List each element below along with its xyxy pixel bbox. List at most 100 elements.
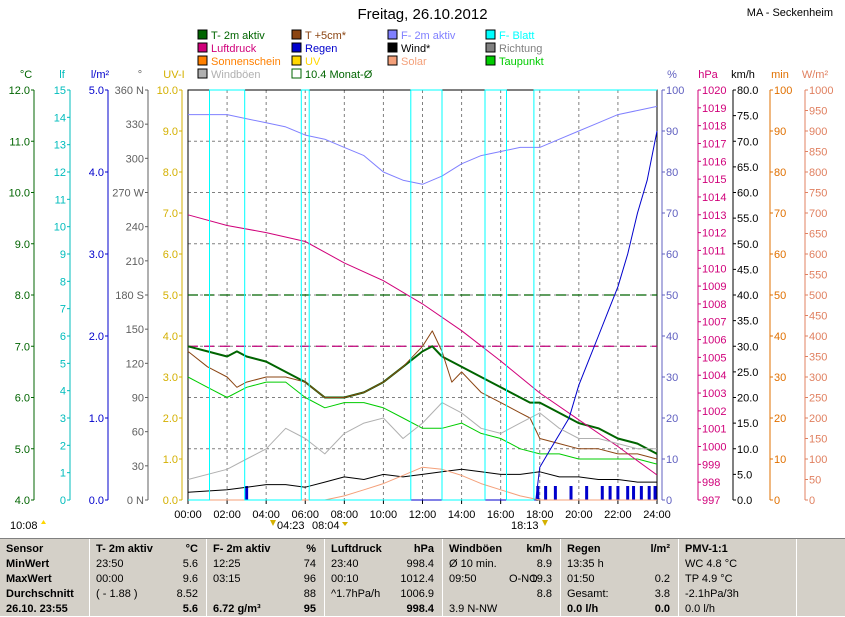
legend-swatch <box>291 55 302 66</box>
series-line <box>188 130 658 501</box>
solar-tick-label: 900 <box>809 126 827 138</box>
wind-unit-label: km/h <box>731 69 755 81</box>
solar-tick-label: 800 <box>809 167 827 179</box>
press-tick-label: 1007 <box>702 317 726 329</box>
x-tick-label: 04:00 <box>252 509 280 521</box>
rain-duration: 13:35 h <box>567 558 604 570</box>
gust-max-time: 09:50 <box>449 573 477 585</box>
wind-tick-label: 40.0 <box>737 290 758 302</box>
min-tick-label: 0 <box>774 495 780 507</box>
min-tick-label: 40 <box>774 331 786 343</box>
chart-canvas: 12.011.010.09.08.07.06.05.04.0°C15141312… <box>9 29 833 532</box>
leaf-tick-label: 9 <box>60 249 66 261</box>
legend-swatch <box>197 42 208 53</box>
uv-tick-label: 8.0 <box>163 167 178 179</box>
press-tick-label: 1019 <box>702 103 726 115</box>
uv-unit-label: UV-I <box>163 69 184 81</box>
gust-max-dir: O-NO <box>509 573 538 585</box>
uv-tick-label: 10.0 <box>157 85 178 97</box>
rain-rate: 0.0 l/h <box>567 603 599 615</box>
leaf-tick-label: 4 <box>60 386 66 398</box>
solar-tick-label: 500 <box>809 290 827 302</box>
solar-tick-label: 550 <box>809 270 827 282</box>
legend-label: Solar <box>401 56 427 68</box>
solar-tick-label: 450 <box>809 311 827 323</box>
solar-tick-label: 350 <box>809 352 827 364</box>
solar-tick-label: 150 <box>809 434 827 446</box>
x-tick-label: 02:00 <box>213 509 241 521</box>
solar-tick-label: 300 <box>809 372 827 384</box>
wind-tick-label: 65.0 <box>737 162 758 174</box>
legend-swatch <box>485 42 496 53</box>
leaf-tick-label: 12 <box>54 167 66 179</box>
solar-tick-label: 250 <box>809 393 827 405</box>
legend-swatch <box>387 42 398 53</box>
press-tick-label: 1003 <box>702 388 726 400</box>
temp-tick-label: 10.0 <box>9 188 30 200</box>
sunrise-icon <box>270 520 276 526</box>
temp-avg: 8.52 <box>176 588 198 600</box>
uv-tick-label: 1.0 <box>163 454 178 466</box>
leaf-tick-label: 10 <box>54 222 66 234</box>
press-tick-label: 999 <box>702 459 720 471</box>
series-line <box>187 402 657 480</box>
pmv-rain: 0.0 l/h <box>685 603 715 615</box>
press-tick-label: 998 <box>702 477 720 489</box>
series-line <box>187 345 658 455</box>
humidity-current: 95 <box>303 603 316 615</box>
legend-swatch <box>485 29 496 40</box>
gust-avg-label: Ø 10 min. <box>449 558 497 570</box>
legend-label: 10.4 Monat-Ø <box>305 69 373 81</box>
leaf-tick-label: 13 <box>54 140 66 152</box>
summary-table: Sensor MinWert MaxWert Durchschnitt 26.1… <box>0 538 845 616</box>
press-tick-label: 1017 <box>702 138 726 150</box>
series-line <box>187 214 658 476</box>
press-tick-label: 1018 <box>702 121 726 133</box>
sensor-header: Sensor <box>6 543 44 555</box>
min-tick-label: 60 <box>774 249 786 261</box>
temp-trend: ( - 1.88 ) <box>96 588 138 600</box>
temp-tick-label: 12.0 <box>9 85 30 97</box>
press-tick-label: 1013 <box>702 210 726 222</box>
pressure-header: Luftdruck <box>331 543 382 555</box>
legend-swatch <box>291 42 302 53</box>
hum-tick-label: 50 <box>666 290 678 302</box>
table-filler <box>797 539 845 616</box>
x-tick-label: 24:00 <box>643 509 671 521</box>
rain-tick-label: 1.0 <box>89 413 104 425</box>
wind-tick-label: 15.0 <box>737 418 758 430</box>
pressure-max: 1012.4 <box>400 573 434 585</box>
pmv-column: PMV-1:1 WC 4.8 °C TP 4.9 °C -2.1hPa/3h 0… <box>679 539 797 616</box>
press-tick-label: 1015 <box>702 174 726 186</box>
legend-label: Windböen <box>211 69 261 81</box>
press-tick-label: 1008 <box>702 299 726 311</box>
temp-tick-label: 8.0 <box>15 290 30 302</box>
legend-label: UV <box>305 56 321 68</box>
legend-label: Richtung <box>499 43 542 55</box>
press-tick-label: 1020 <box>702 85 726 97</box>
x-tick-label: 06:00 <box>291 509 319 521</box>
temp-tick-label: 11.0 <box>9 136 30 148</box>
pressure-current: 998.4 <box>406 603 434 615</box>
dir-tick-label: 0 N <box>127 495 144 507</box>
dir-tick-label: 210 <box>126 256 144 268</box>
legend-swatch <box>197 55 208 66</box>
humidity-header: F- 2m aktiv <box>213 543 271 555</box>
press-tick-label: 997 <box>702 495 720 507</box>
uv-tick-label: 0.0 <box>163 495 178 507</box>
humidity-min-time: 12:25 <box>213 558 241 570</box>
press-tick-label: 1005 <box>702 352 726 364</box>
rain-unit: l/m² <box>650 543 670 555</box>
current-label: 26.10. 23:55 <box>6 603 68 615</box>
press-tick-label: 1000 <box>702 442 726 454</box>
station-name: MA - Seckenheim <box>746 7 833 19</box>
dir-tick-label: 60 <box>132 427 144 439</box>
pressure-column: Luftdruck hPa 23:40 998.4 00:10 1012.4 ^1.7… <box>325 539 443 616</box>
legend-swatch <box>291 29 302 40</box>
temp-unit: °C <box>185 543 198 555</box>
temp-header: T- 2m aktiv <box>96 543 153 555</box>
solar-tick-label: 200 <box>809 413 827 425</box>
pmv-wc: WC 4.8 °C <box>685 558 738 570</box>
series-line <box>187 330 658 460</box>
min-tick-label: 20 <box>774 413 786 425</box>
